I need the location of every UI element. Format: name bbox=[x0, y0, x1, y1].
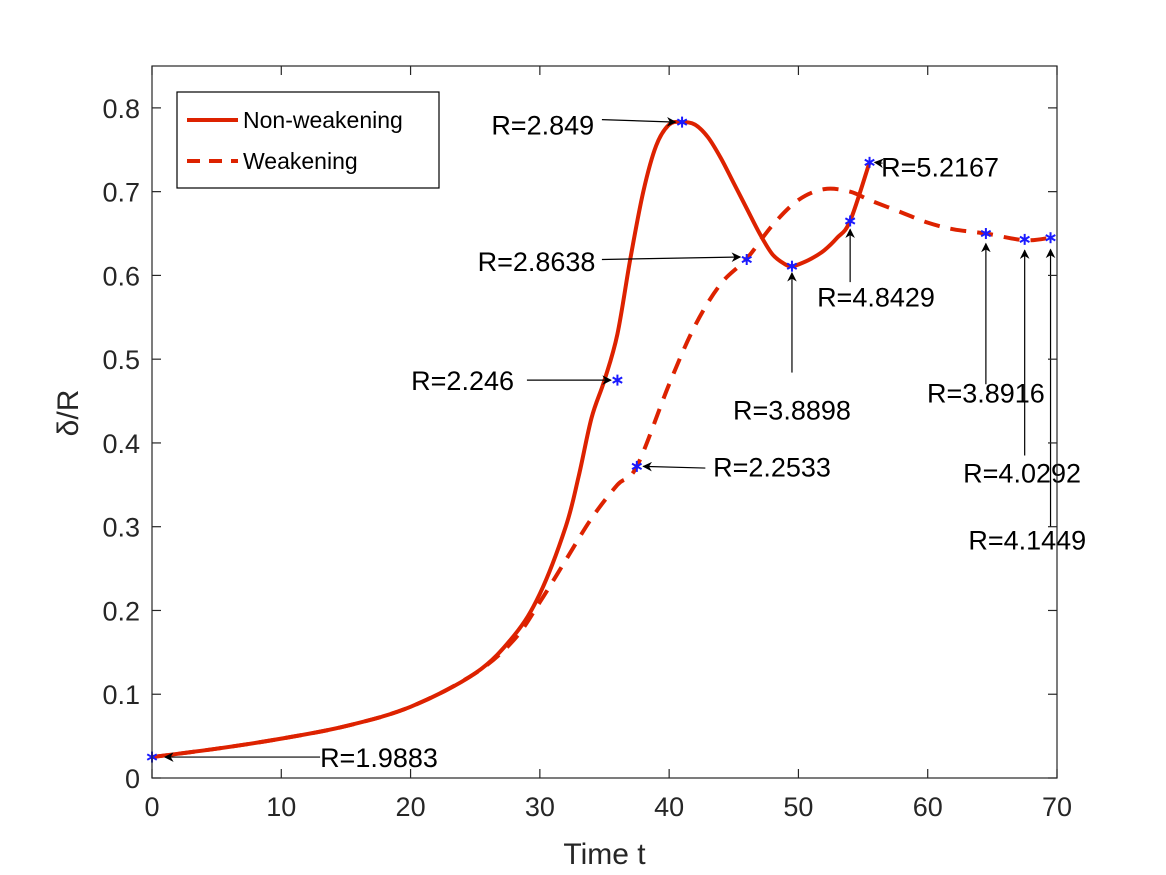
x-tick-label: 40 bbox=[654, 792, 684, 822]
x-tick-label: 50 bbox=[783, 792, 813, 822]
y-tick-label: 0.7 bbox=[102, 178, 140, 208]
y-tick-label: 0.8 bbox=[102, 94, 140, 124]
plot-frame bbox=[151, 65, 1058, 779]
legend-label-weakening: Weakening bbox=[243, 148, 358, 174]
series-line-weakening bbox=[151, 186, 1051, 760]
data-marker bbox=[844, 215, 856, 227]
x-axis-label: Time t bbox=[563, 838, 646, 871]
data-marker bbox=[786, 260, 798, 272]
legend-label-non-weakening: Non-weakening bbox=[243, 107, 403, 133]
marker-stroke bbox=[612, 376, 623, 384]
series-layer bbox=[151, 119, 1051, 760]
x-tick-label: 10 bbox=[266, 792, 296, 822]
marker-stroke bbox=[844, 217, 856, 225]
data-marker bbox=[1045, 232, 1056, 244]
legend: Non-weakening Weakening bbox=[176, 91, 440, 189]
annotation-arrow bbox=[601, 252, 742, 262]
marker-stroke bbox=[1019, 235, 1030, 244]
annotation-arrow bbox=[642, 461, 706, 472]
data-marker bbox=[741, 254, 752, 265]
y-tick-label: 0 bbox=[125, 764, 140, 794]
axis-layer: 0 10 20 30 40 50 60 70 0 0.1 0.2 0.3 0.4 0.5 0.6 0.7 0.8 bbox=[102, 66, 1072, 822]
annotation-label: R=2.2533 bbox=[713, 452, 831, 482]
data-marker bbox=[1019, 233, 1030, 245]
annotation-arrow bbox=[873, 158, 884, 169]
annotation-label: R=5.2167 bbox=[881, 153, 999, 183]
y-tick-label: 0.3 bbox=[102, 513, 140, 543]
annotation-arrow bbox=[601, 117, 677, 127]
marker-stroke bbox=[1045, 234, 1056, 242]
annotation-label: R=3.8916 bbox=[927, 379, 1045, 409]
x-tick-label: 60 bbox=[913, 792, 943, 822]
marker-stroke bbox=[864, 158, 875, 166]
marker-stroke bbox=[676, 118, 688, 126]
data-marker bbox=[676, 116, 688, 128]
data-marker bbox=[980, 228, 992, 240]
y-tick-label: 0.1 bbox=[102, 680, 140, 710]
annotation-label: R=2.246 bbox=[411, 366, 514, 396]
data-marker bbox=[631, 460, 643, 472]
annotation-label: R=4.0292 bbox=[963, 458, 1081, 488]
data-marker bbox=[612, 374, 623, 386]
annotation-label: R=1.9883 bbox=[320, 743, 438, 773]
annotation-label: R=4.1449 bbox=[968, 525, 1086, 555]
y-axis-label: δ/R bbox=[52, 390, 85, 437]
x-tick-label: 0 bbox=[144, 792, 159, 822]
y-tick-label: 0.2 bbox=[102, 596, 140, 626]
y-tick-label: 0.5 bbox=[102, 345, 140, 375]
annotation-label: R=4.8429 bbox=[817, 282, 935, 312]
marker-stroke bbox=[631, 462, 643, 471]
annotation-label: R=2.849 bbox=[491, 111, 594, 141]
marker-stroke bbox=[786, 262, 798, 270]
annotation-layer: R=1.9883 R=2.246 R=2.849 R=2.8638 R=2.2533 R=… bbox=[163, 111, 1086, 773]
data-marker bbox=[864, 156, 875, 168]
y-tick-label: 0.6 bbox=[102, 261, 140, 291]
x-tick-label: 20 bbox=[396, 792, 426, 822]
x-tick-label: 70 bbox=[1042, 792, 1072, 822]
marker-stroke bbox=[741, 255, 752, 264]
y-tick-label: 0.4 bbox=[102, 429, 140, 459]
legend-box bbox=[176, 91, 440, 189]
annotation-label: R=2.8638 bbox=[478, 247, 596, 277]
annotation-label: R=3.8898 bbox=[733, 395, 851, 425]
x-tick-label: 30 bbox=[525, 792, 555, 822]
marker-stroke bbox=[980, 229, 992, 238]
